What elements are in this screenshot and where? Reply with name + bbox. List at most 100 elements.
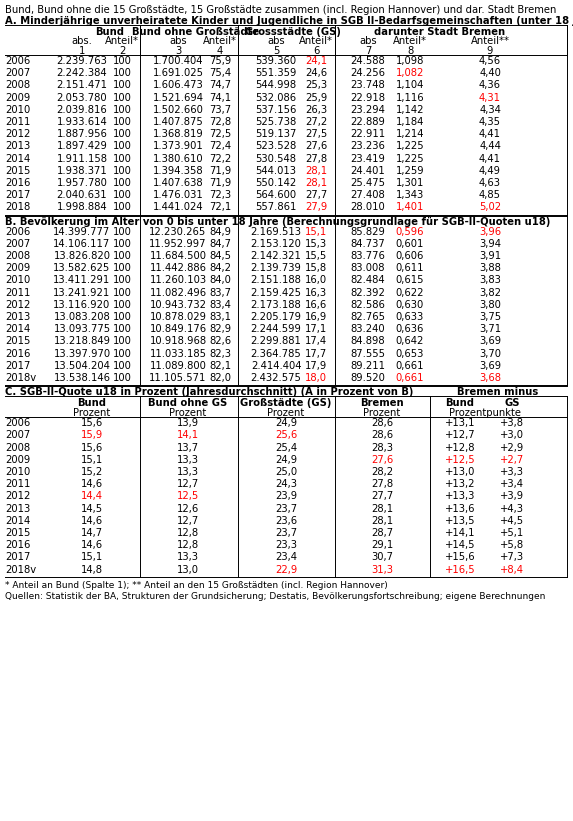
Text: 1.897.429: 1.897.429 [57,141,108,151]
Text: 15,9: 15,9 [81,430,103,440]
Text: 100: 100 [112,154,131,163]
Text: 3,68: 3,68 [479,373,501,383]
Text: 16,3: 16,3 [305,287,327,297]
Text: 82.765: 82.765 [351,312,386,322]
Text: 2.173.188: 2.173.188 [250,300,301,310]
Text: 2010: 2010 [5,467,30,477]
Text: 3,69: 3,69 [479,360,501,371]
Text: 2016: 2016 [5,540,30,550]
Text: 1,104: 1,104 [396,80,424,90]
Text: 28,1: 28,1 [305,178,327,188]
Text: +13,5: +13,5 [445,516,475,525]
Text: 27,7: 27,7 [371,492,393,502]
Text: 3,83: 3,83 [479,275,501,286]
Text: 28,6: 28,6 [371,430,393,440]
Text: 16,0: 16,0 [305,275,327,286]
Text: 29,1: 29,1 [371,540,393,550]
Text: Bremen minus: Bremen minus [457,388,539,397]
Text: 100: 100 [112,178,131,188]
Text: Prozent: Prozent [268,408,305,418]
Text: 1.407.638: 1.407.638 [152,178,203,188]
Text: 2017: 2017 [5,190,30,200]
Text: 14,8: 14,8 [81,565,103,575]
Text: 2015: 2015 [5,166,30,176]
Text: 100: 100 [112,227,131,236]
Text: Bund: Bund [445,398,474,408]
Text: 2.239.763: 2.239.763 [57,56,108,66]
Text: +8,4: +8,4 [500,565,524,575]
Text: 10.849.176: 10.849.176 [150,324,206,334]
Text: 100: 100 [112,324,131,334]
Text: 74,7: 74,7 [209,80,231,90]
Text: 11.033.185: 11.033.185 [150,349,206,359]
Text: 2009: 2009 [5,93,30,103]
Text: 3,75: 3,75 [479,312,501,322]
Text: 100: 100 [112,56,131,66]
Text: 14.106.117: 14.106.117 [53,239,111,249]
Text: +3,4: +3,4 [500,479,524,489]
Text: +13,1: +13,1 [445,418,475,429]
Text: 1,301: 1,301 [396,178,424,188]
Text: 31,3: 31,3 [371,565,393,575]
Text: abs: abs [359,36,377,46]
Text: 100: 100 [112,166,131,176]
Text: 3,71: 3,71 [479,324,501,334]
Text: 24,9: 24,9 [275,455,297,465]
Text: 100: 100 [112,239,131,249]
Text: 72,2: 72,2 [209,154,231,163]
Text: 2014: 2014 [5,154,30,163]
Text: 28,6: 28,6 [371,418,393,429]
Text: 17,4: 17,4 [305,337,327,346]
Text: 1.502.660: 1.502.660 [152,105,203,115]
Text: 22.918: 22.918 [351,93,386,103]
Text: 100: 100 [112,287,131,297]
Text: 27,6: 27,6 [371,455,393,465]
Text: 14,5: 14,5 [81,503,103,514]
Text: 4,56: 4,56 [479,56,501,66]
Text: 100: 100 [112,349,131,359]
Text: +12,7: +12,7 [445,430,476,440]
Text: 28,3: 28,3 [371,443,393,452]
Text: 13.083.208: 13.083.208 [54,312,111,322]
Text: 537.156: 537.156 [256,105,297,115]
Text: 2009: 2009 [5,264,30,273]
Text: 89.211: 89.211 [351,360,386,371]
Text: 27,9: 27,9 [305,203,327,213]
Text: 1,225: 1,225 [396,141,425,151]
Text: 28.010: 28.010 [351,203,386,213]
Text: 14,6: 14,6 [81,540,103,550]
Text: 0,653: 0,653 [396,349,424,359]
Text: 72,5: 72,5 [209,129,231,140]
Text: 71,9: 71,9 [209,178,231,188]
Text: 27,7: 27,7 [305,190,327,200]
Text: 82.586: 82.586 [351,300,386,310]
Text: 3: 3 [175,46,181,56]
Text: 24,1: 24,1 [305,56,327,66]
Text: 23,6: 23,6 [275,516,297,525]
Text: 1,116: 1,116 [396,93,425,103]
Text: 2.205.179: 2.205.179 [250,312,301,322]
Text: +13,3: +13,3 [445,492,475,502]
Text: 15,8: 15,8 [305,264,327,273]
Text: 14,6: 14,6 [81,516,103,525]
Text: 13.411.291: 13.411.291 [53,275,111,286]
Text: Bund ohne Großstädte: Bund ohne Großstädte [132,27,260,37]
Text: 4,34: 4,34 [479,105,501,115]
Text: 1.887.956: 1.887.956 [57,129,108,140]
Text: 82.484: 82.484 [351,275,385,286]
Text: 13.397.970: 13.397.970 [53,349,111,359]
Text: 2.142.321: 2.142.321 [250,251,301,261]
Text: 10.918.968: 10.918.968 [150,337,206,346]
Text: 2014: 2014 [5,516,30,525]
Text: 519.137: 519.137 [256,129,297,140]
Text: 2012: 2012 [5,300,30,310]
Text: +14,1: +14,1 [445,528,475,538]
Text: 557.861: 557.861 [256,203,297,213]
Text: 0,606: 0,606 [396,251,424,261]
Text: 532.086: 532.086 [256,93,297,103]
Text: Großstädte (GS): Großstädte (GS) [240,398,332,408]
Text: 1: 1 [79,46,85,56]
Text: 28,1: 28,1 [371,516,393,525]
Text: 27,5: 27,5 [305,129,327,140]
Text: Anteil**: Anteil** [470,36,509,46]
